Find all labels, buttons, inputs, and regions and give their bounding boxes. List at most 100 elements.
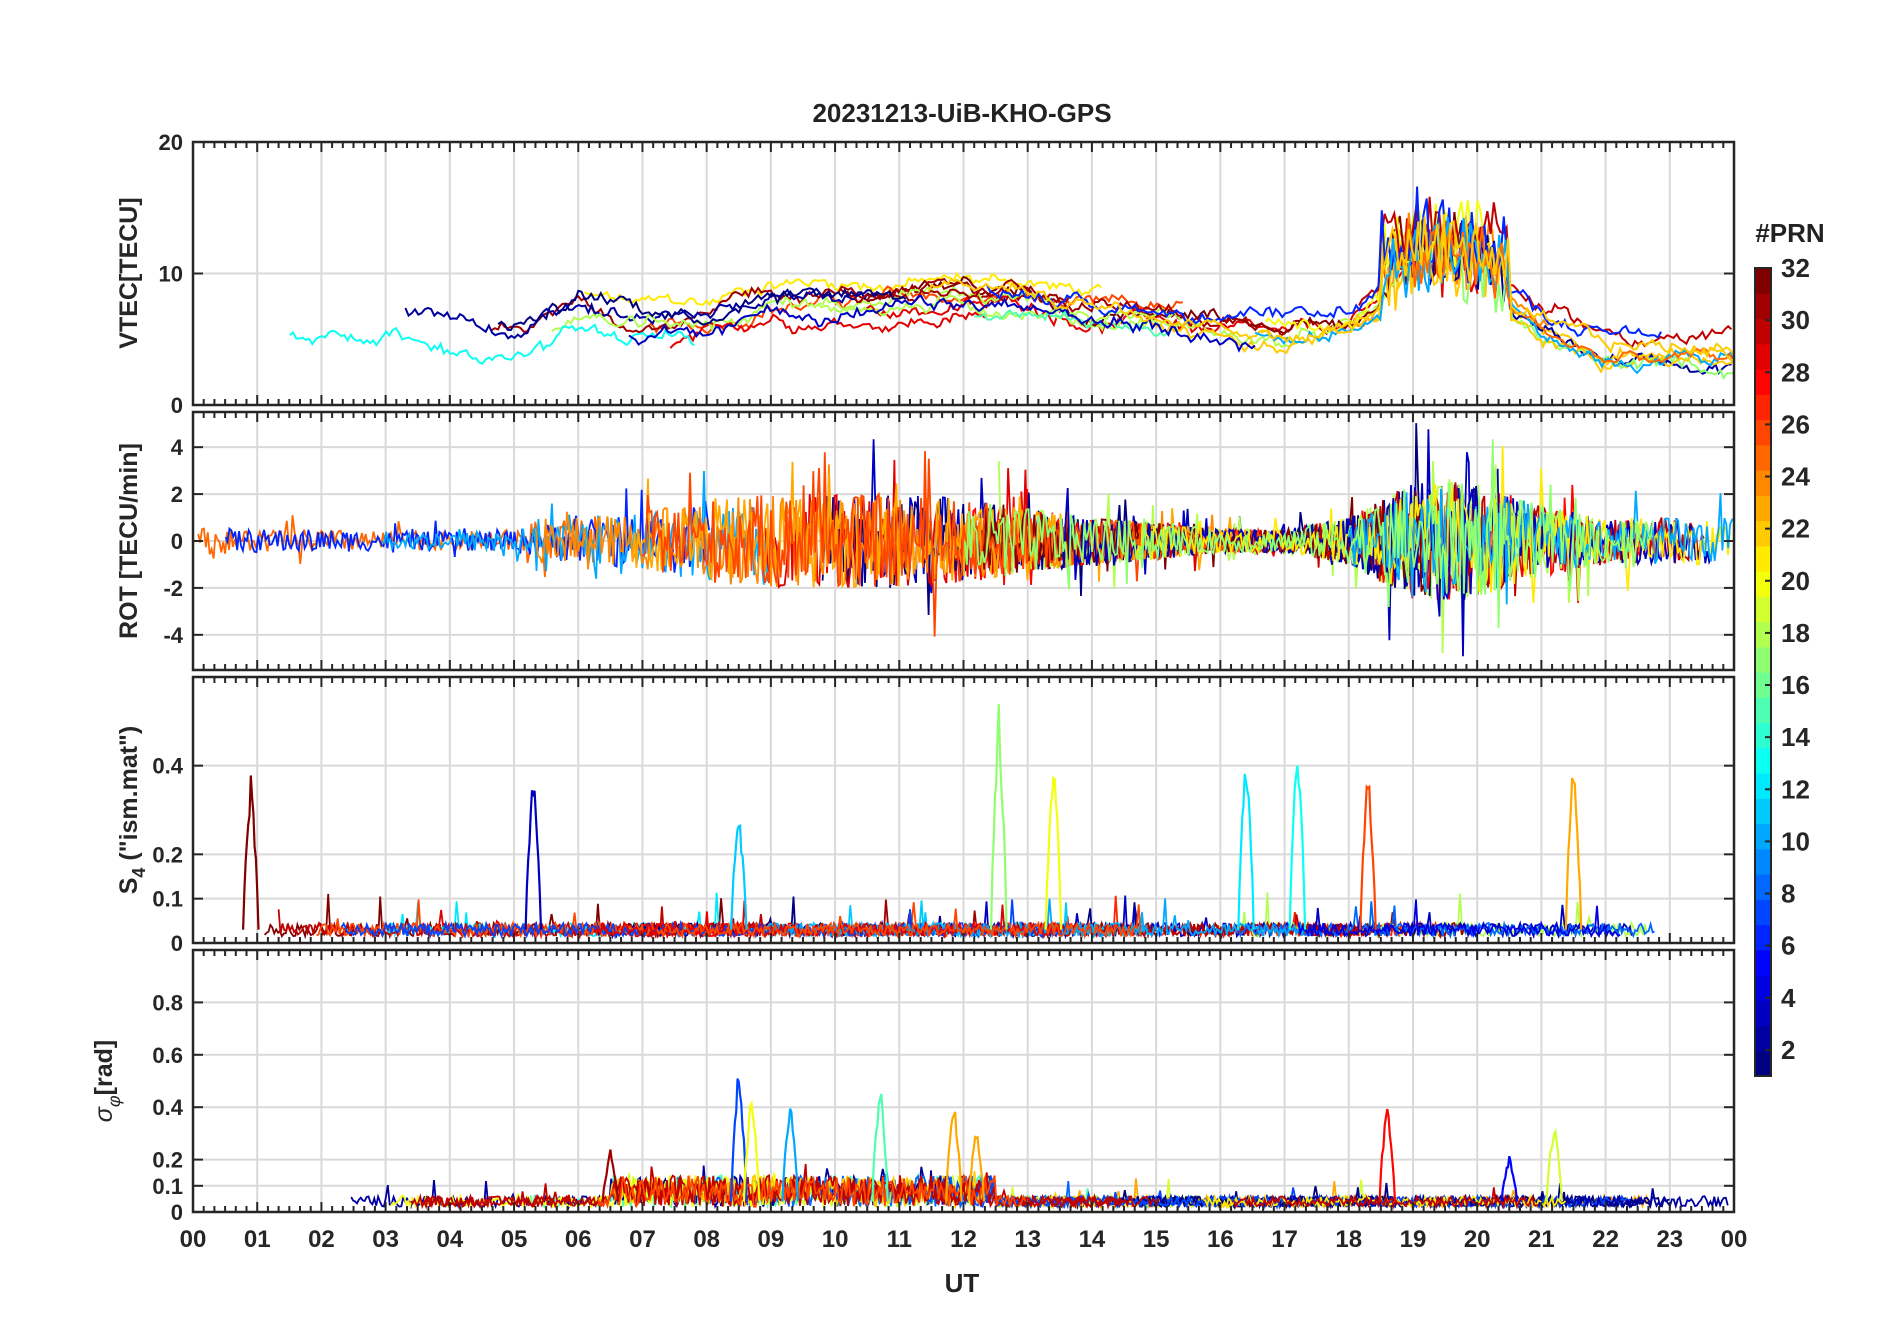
y-tick-label: -2	[163, 576, 183, 601]
series-line	[1404, 222, 1734, 364]
x-tick-label: 22	[1592, 1226, 1619, 1253]
spike-line	[730, 824, 748, 930]
colorbar-segment	[1755, 621, 1771, 648]
x-tick-label: 08	[693, 1226, 720, 1253]
x-tick-label: 21	[1528, 1226, 1555, 1253]
spike-line	[1378, 1108, 1397, 1202]
x-tick-label: 01	[244, 1226, 271, 1253]
x-tick-label: 05	[501, 1226, 528, 1253]
colorbar-segment	[1755, 722, 1771, 749]
series-line	[927, 277, 1289, 342]
colorbar-segment	[1755, 823, 1771, 850]
spike-line	[781, 1108, 799, 1202]
series-line	[583, 271, 1102, 307]
colorbar-segment	[1755, 343, 1771, 370]
y-tick-label: 0.4	[152, 1095, 183, 1120]
y-tick-label: 0	[171, 931, 183, 956]
colorbar-segment	[1755, 1025, 1771, 1052]
series-line	[1347, 488, 1734, 605]
colorbar-tick-label: 18	[1781, 618, 1810, 648]
y-tick-label: 0.2	[152, 1148, 183, 1173]
x-tick-label: 03	[372, 1226, 399, 1253]
colorbar-segment	[1755, 672, 1771, 698]
data-traces	[289, 186, 1734, 381]
x-tick-label: 07	[629, 1226, 656, 1253]
x-tick-label: 23	[1656, 1226, 1683, 1253]
panel-rot: -4 -2 0 2 4 ROT [TECU/min]	[115, 410, 1736, 672]
data-traces	[242, 704, 1655, 940]
series-line	[649, 285, 1183, 335]
x-tick-label: 19	[1400, 1226, 1427, 1253]
spike-line	[524, 790, 543, 930]
colorbar-segment	[1755, 268, 1771, 294]
x-tick-label: 10	[822, 1226, 849, 1253]
spike-line	[730, 1078, 748, 1202]
series-line	[197, 515, 600, 577]
series-line	[1297, 899, 1621, 939]
y-axis-label: ROT [TECU/min]	[115, 443, 143, 639]
spike-line	[871, 1093, 889, 1202]
y-tick-label: 0.2	[152, 842, 183, 867]
colorbar-segment	[1755, 798, 1771, 825]
colorbar-tick-label: 20	[1781, 566, 1810, 596]
series-line	[491, 277, 1071, 334]
x-tick-label: 00	[1721, 1226, 1748, 1253]
series-line	[1232, 1187, 1539, 1210]
x-tick-label: 11	[887, 1226, 912, 1253]
y-tick-label: 2	[171, 482, 183, 507]
colorbar-segment	[1755, 747, 1771, 774]
x-tick-label: 20	[1464, 1226, 1491, 1253]
colorbar-tick-label: 30	[1781, 305, 1810, 335]
y-tick-label: 0	[171, 1200, 183, 1225]
colorbar-segment	[1755, 1000, 1771, 1027]
y-axis-label: VTEC[TECU]	[115, 197, 143, 348]
colorbar-segment	[1755, 773, 1771, 799]
series-line	[224, 488, 710, 573]
series-line	[497, 287, 907, 332]
colorbar-segment	[1755, 949, 1771, 976]
colorbar-tick-label: 22	[1781, 514, 1810, 544]
colorbar-segment	[1755, 571, 1771, 597]
colorbar-frame	[1754, 267, 1772, 1077]
x-axis: 00 01 02 03 04 05 06 07 08 09 10 11 12 13 14 15 16 17 18 19…	[180, 1226, 1748, 1253]
colorbar-segment	[1755, 874, 1771, 900]
series-line	[289, 323, 695, 365]
colorbar-segment	[1755, 470, 1771, 496]
colorbar-segment	[1755, 697, 1771, 724]
colorbar-tick-label: 26	[1781, 409, 1810, 439]
colorbar-tick-label: 12	[1781, 774, 1810, 804]
colorbar-segment	[1755, 545, 1771, 572]
y-tick-label: -4	[163, 623, 183, 648]
series-line	[410, 1166, 1123, 1211]
spike-line	[1564, 777, 1583, 930]
x-tick-label: 16	[1207, 1226, 1234, 1253]
x-tick-label: 14	[1079, 1226, 1106, 1253]
y-axis-label: σφ[rad]	[90, 1040, 124, 1122]
spike-line	[742, 1099, 761, 1202]
series-line	[628, 294, 1256, 353]
x-tick-label: 12	[950, 1226, 977, 1253]
x-tick-label: 13	[1014, 1226, 1041, 1253]
x-tick-label: 00	[180, 1226, 207, 1253]
colorbar-segment	[1755, 495, 1771, 522]
y-tick-label: 0.4	[152, 754, 183, 779]
series-line	[404, 287, 878, 340]
colorbar-segment	[1755, 520, 1771, 547]
colorbar-segment	[1755, 899, 1771, 926]
y-tick-label: 0.8	[152, 990, 183, 1015]
series-line	[390, 1172, 804, 1210]
colorbar-segment	[1755, 318, 1771, 345]
colorbar-tick-label: 6	[1781, 931, 1795, 961]
colorbar-tick-label: 8	[1781, 879, 1795, 909]
panel-s4: 0 0.1 0.2 0.4S4 ("ism.mat")	[115, 675, 1736, 956]
series-line	[551, 286, 1182, 333]
colorbar-tick-label: 24	[1781, 462, 1810, 492]
x-tick-label: 06	[565, 1226, 592, 1253]
spike-line	[967, 1135, 986, 1202]
colorbar-tick-label: 10	[1781, 826, 1810, 856]
colorbar-label: #PRN	[1755, 218, 1824, 248]
x-tick-label: 02	[308, 1226, 335, 1253]
